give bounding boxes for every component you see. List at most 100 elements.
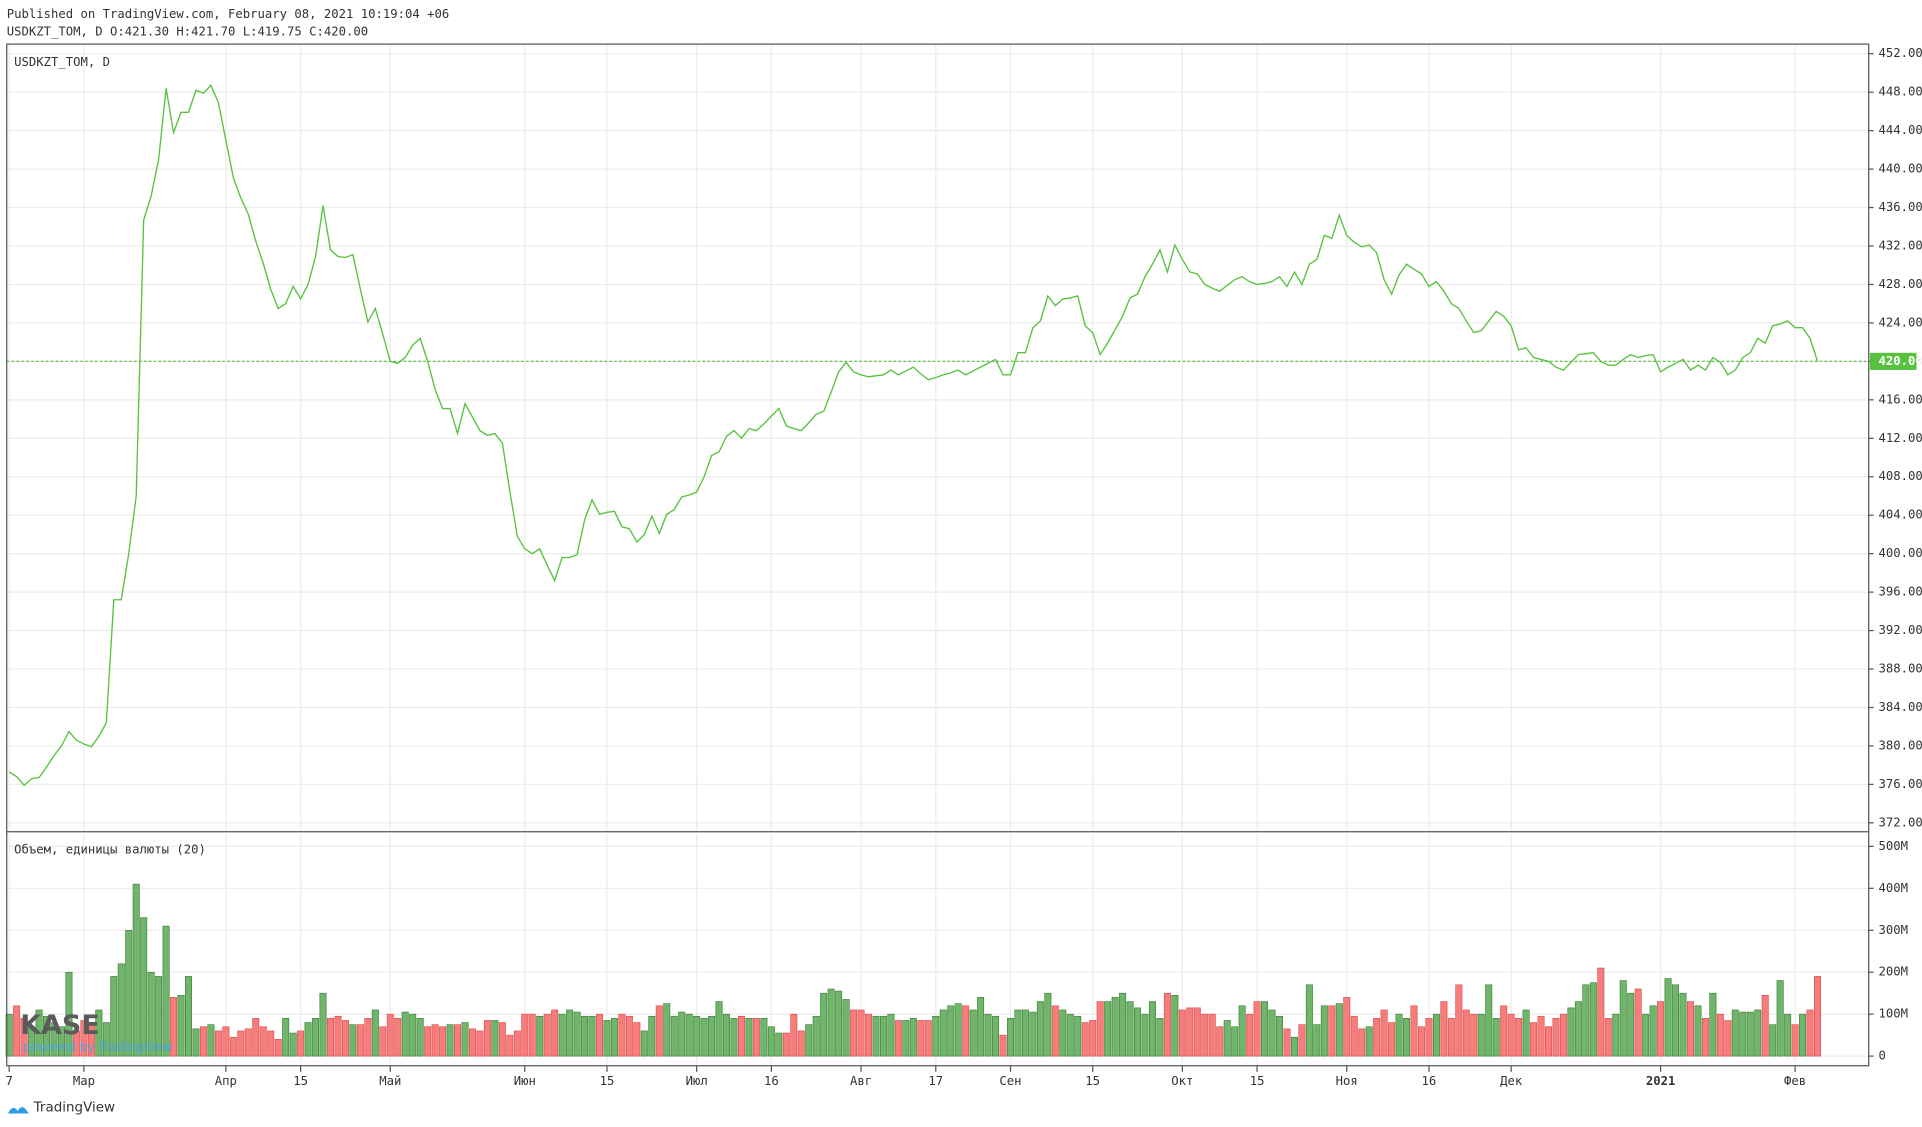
volume-bar — [304, 1022, 312, 1057]
volume-bar — [947, 1005, 955, 1057]
volume-bar — [468, 1028, 476, 1057]
y-tick-label: 416.00 — [1879, 392, 1922, 406]
watermark-logo: KASE — [20, 1010, 100, 1041]
volume-bar — [1522, 1009, 1530, 1057]
price-legend: USDKZT_TOM, D — [14, 55, 110, 69]
volume-bar — [745, 1018, 753, 1057]
volume-bar — [1029, 1011, 1037, 1057]
volume-legend: Объем, единицы валюты (20) — [14, 843, 206, 857]
volume-bar — [1582, 984, 1590, 1057]
volume-bar — [513, 1030, 521, 1057]
y-tick-label: 300M — [1879, 923, 1909, 937]
volume-bar — [1627, 992, 1635, 1057]
y-tick-label: 400.00 — [1879, 546, 1922, 560]
volume-bar — [282, 1018, 290, 1057]
volume-bar — [13, 1005, 21, 1057]
volume-bar — [1059, 1009, 1067, 1057]
volume-bar — [274, 1039, 282, 1057]
volume-bar — [865, 1013, 873, 1057]
volume-bar — [1432, 1013, 1440, 1057]
volume-bar — [170, 997, 178, 1057]
volume-bar — [820, 992, 828, 1057]
y-tick-label: 412.00 — [1879, 431, 1922, 445]
volume-bar — [566, 1009, 574, 1057]
x-tick-label: Сен — [999, 1074, 1021, 1088]
volume-bar — [1642, 1013, 1650, 1057]
volume-bar — [543, 1013, 551, 1057]
x-tick-label: 2021 — [1646, 1074, 1676, 1088]
volume-bar — [162, 925, 170, 1057]
volume-bar — [678, 1011, 686, 1057]
volume-bar — [1746, 1011, 1754, 1057]
volume-bar — [237, 1030, 245, 1057]
x-tick-label: 16 — [1422, 1074, 1437, 1088]
y-tick-label: 452.00 — [1879, 46, 1922, 60]
volume-bar — [192, 1028, 200, 1057]
volume-bar — [528, 1013, 536, 1057]
price-line — [8, 84, 1819, 787]
volume-bar — [1036, 1001, 1044, 1057]
volume-bar — [977, 997, 985, 1057]
volume-bar — [1455, 984, 1463, 1057]
volume-bar — [760, 1018, 768, 1057]
volume-bar — [1290, 1036, 1298, 1057]
volume-bar — [1672, 984, 1680, 1057]
volume-bar — [1739, 1011, 1747, 1057]
volume-bar — [737, 1015, 745, 1057]
volume-bar — [1417, 1026, 1425, 1057]
volume-bar — [1679, 992, 1687, 1057]
volume-bar — [663, 1003, 671, 1057]
x-tick-label: 17 — [928, 1074, 943, 1088]
volume-bar — [521, 1013, 529, 1057]
volume-bar — [625, 1015, 633, 1057]
footer-text: TradingView — [33, 1099, 115, 1115]
volume-bar — [394, 1018, 402, 1057]
y-tick-label: 428.00 — [1879, 277, 1922, 291]
volume-bar — [588, 1015, 596, 1057]
watermark-powered: powered by TradingView — [23, 1040, 173, 1054]
volume-bar — [1066, 1013, 1074, 1057]
volume-bar — [312, 1018, 320, 1057]
volume-bar — [1470, 1013, 1478, 1057]
volume-bar — [1634, 988, 1642, 1057]
volume-bar — [95, 1009, 103, 1057]
volume-bar — [57, 1026, 65, 1057]
volume-bar — [1410, 1005, 1418, 1057]
volume-bar — [214, 1030, 222, 1057]
volume-bar — [1246, 1013, 1254, 1057]
x-tick-label: Авг — [850, 1074, 872, 1088]
volume-bar — [917, 1020, 925, 1057]
volume-bar — [872, 1015, 880, 1057]
y-tick-label: 376.00 — [1879, 777, 1922, 791]
volume-bar — [1193, 1007, 1201, 1057]
volume-bar — [1462, 1009, 1470, 1057]
volume-bar — [790, 1013, 798, 1057]
volume-bar — [1545, 1026, 1553, 1057]
last-price-label: 420.00 — [1879, 354, 1922, 368]
x-tick-label: 15 — [1250, 1074, 1265, 1088]
y-tick-label: 396.00 — [1879, 585, 1922, 599]
volume-bar — [655, 1005, 663, 1057]
y-tick-label: 424.00 — [1879, 315, 1922, 329]
volume-bar — [132, 883, 140, 1057]
volume-bar — [1261, 1001, 1269, 1057]
volume-bar — [1074, 1015, 1082, 1057]
y-tick-label: 388.00 — [1879, 662, 1922, 676]
y-tick-label: 408.00 — [1879, 469, 1922, 483]
volume-bar — [35, 1009, 43, 1057]
volume-bar — [1141, 1013, 1149, 1057]
volume-bar — [371, 1009, 379, 1057]
volume-bar — [775, 1032, 783, 1057]
volume-bar — [498, 1022, 506, 1057]
volume-bar — [1223, 1020, 1231, 1057]
plot-area: 7 Мар Апр 15 Май Июн 15 Июл 16 Авг 17 Сен 15 Окт 15 Ноя… — [5, 44, 1922, 1088]
volume-bar — [386, 1013, 394, 1057]
volume-bar — [842, 999, 850, 1057]
volume-bar — [1477, 1013, 1485, 1057]
volume-bar — [1328, 1005, 1336, 1057]
y-tick-label: 448.00 — [1879, 85, 1922, 99]
volume-bar — [72, 1030, 80, 1057]
volume-bar — [887, 1013, 895, 1057]
volume-bar — [1343, 997, 1351, 1057]
